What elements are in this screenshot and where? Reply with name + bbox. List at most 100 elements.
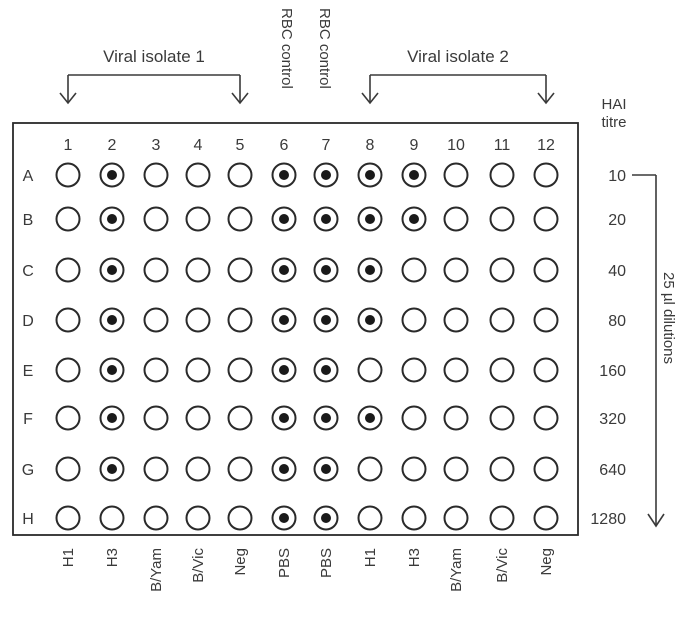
well-E9 <box>401 357 427 383</box>
hai-value-20: 20 <box>608 212 626 229</box>
well-dot-F7 <box>321 413 331 423</box>
well-dot-H7 <box>321 513 331 523</box>
well-dot-B2 <box>107 214 117 224</box>
rbc-control-label-col7: RBC control <box>316 8 333 89</box>
well-E8 <box>357 357 383 383</box>
well-A5 <box>227 162 253 188</box>
isolate2-label: Viral isolate 2 <box>407 47 509 66</box>
well-dot-F8 <box>365 413 375 423</box>
row-letter-C: C <box>22 263 34 280</box>
well-A11 <box>489 162 515 188</box>
well-B4 <box>185 206 211 232</box>
column-sample-label-7: PBS <box>318 548 335 578</box>
well-E5 <box>227 357 253 383</box>
well-D12 <box>533 307 559 333</box>
well-dot-D6 <box>279 315 289 325</box>
well-dot-B7 <box>321 214 331 224</box>
column-number-1: 1 <box>64 137 73 154</box>
column-number-4: 4 <box>194 137 203 154</box>
well-C9 <box>401 257 427 283</box>
well-dot-D2 <box>107 315 117 325</box>
column-sample-label-4: B/Vic <box>190 548 207 583</box>
isolate1-bracket <box>59 74 249 105</box>
well-H4 <box>185 505 211 531</box>
well-H5 <box>227 505 253 531</box>
hai-value-80: 80 <box>608 313 626 330</box>
rbc-control-label-col6: RBC control <box>278 8 295 89</box>
well-B12 <box>533 206 559 232</box>
well-dot-A6 <box>279 170 289 180</box>
hai-title-line1: HAI <box>601 96 626 113</box>
well-H9 <box>401 505 427 531</box>
well-dot-G2 <box>107 464 117 474</box>
column-sample-label-12: Neg <box>538 548 555 576</box>
well-G9 <box>401 456 427 482</box>
well-G10 <box>443 456 469 482</box>
column-number-2: 2 <box>108 137 117 154</box>
hai-value-320: 320 <box>599 411 626 428</box>
column-sample-label-6: PBS <box>276 548 293 578</box>
well-dot-C7 <box>321 265 331 275</box>
well-grid <box>55 162 559 531</box>
well-G12 <box>533 456 559 482</box>
well-F11 <box>489 405 515 431</box>
well-A12 <box>533 162 559 188</box>
well-C12 <box>533 257 559 283</box>
column-number-10: 10 <box>447 137 465 154</box>
well-G4 <box>185 456 211 482</box>
hai-titre-values: 10 20 40 80 160 320 640 1280 <box>590 168 626 528</box>
well-D4 <box>185 307 211 333</box>
well-A1 <box>55 162 81 188</box>
column-sample-label-3: B/Yam <box>148 548 165 592</box>
isolate2-bracket <box>361 74 555 105</box>
well-D1 <box>55 307 81 333</box>
well-dot-B9 <box>409 214 419 224</box>
well-G3 <box>143 456 169 482</box>
well-H2 <box>99 505 125 531</box>
column-sample-label-9: H3 <box>406 548 423 567</box>
well-A3 <box>143 162 169 188</box>
well-E11 <box>489 357 515 383</box>
column-number-9: 9 <box>410 137 419 154</box>
well-C10 <box>443 257 469 283</box>
well-E4 <box>185 357 211 383</box>
well-dot-E6 <box>279 365 289 375</box>
well-F1 <box>55 405 81 431</box>
well-B1 <box>55 206 81 232</box>
column-sample-label-1: H1 <box>60 548 77 567</box>
column-number-8: 8 <box>366 137 375 154</box>
row-letter-F: F <box>23 411 33 428</box>
well-F3 <box>143 405 169 431</box>
well-E3 <box>143 357 169 383</box>
well-H3 <box>143 505 169 531</box>
well-dot-A8 <box>365 170 375 180</box>
dilution-label: 25 µl dilutions <box>660 272 677 364</box>
well-C4 <box>185 257 211 283</box>
hai-value-640: 640 <box>599 462 626 479</box>
row-headers: A B C D E F G H <box>22 168 34 528</box>
well-H12 <box>533 505 559 531</box>
well-dot-B8 <box>365 214 375 224</box>
well-H1 <box>55 505 81 531</box>
well-F10 <box>443 405 469 431</box>
well-C5 <box>227 257 253 283</box>
hai-value-1280: 1280 <box>590 511 626 528</box>
well-B10 <box>443 206 469 232</box>
well-dot-C2 <box>107 265 117 275</box>
well-D9 <box>401 307 427 333</box>
well-dot-G6 <box>279 464 289 474</box>
column-number-11: 11 <box>494 137 511 154</box>
well-E12 <box>533 357 559 383</box>
row-letter-E: E <box>23 363 34 380</box>
well-G1 <box>55 456 81 482</box>
well-E1 <box>55 357 81 383</box>
column-number-5: 5 <box>236 137 245 154</box>
hai-value-160: 160 <box>599 363 626 380</box>
well-dot-C8 <box>365 265 375 275</box>
well-dot-E2 <box>107 365 117 375</box>
well-H8 <box>357 505 383 531</box>
hai-value-10: 10 <box>608 168 626 185</box>
well-A4 <box>185 162 211 188</box>
well-B11 <box>489 206 515 232</box>
